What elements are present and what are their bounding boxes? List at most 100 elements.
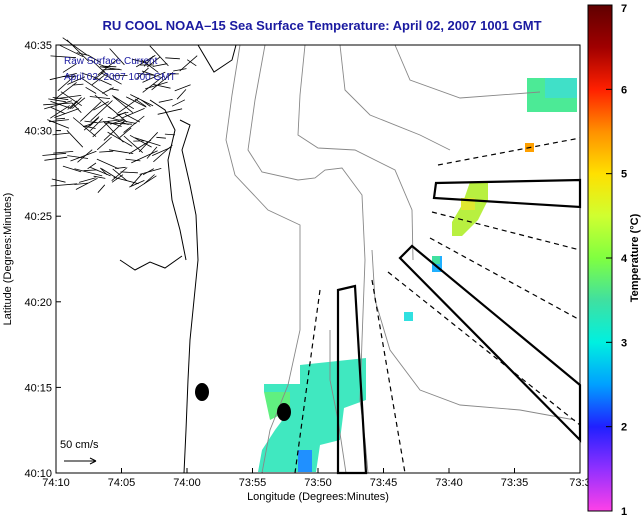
current-annotation-line2: April 02, 2007 1000 GMT bbox=[64, 72, 176, 83]
current-vector bbox=[156, 136, 166, 139]
current-vector bbox=[107, 131, 133, 147]
current-vector bbox=[71, 97, 86, 109]
current-vector bbox=[142, 71, 166, 83]
current-vector bbox=[152, 63, 168, 67]
current-vector bbox=[50, 105, 70, 119]
current-vector bbox=[62, 165, 82, 173]
x-axis-label: Longitude (Degrees:Minutes) bbox=[247, 491, 389, 503]
current-vector bbox=[124, 113, 140, 123]
station-marker-2 bbox=[277, 403, 291, 421]
current-vector bbox=[96, 158, 119, 170]
current-vector bbox=[129, 134, 152, 148]
current-vector bbox=[54, 108, 79, 118]
colorbar-tick-label: 4 bbox=[621, 253, 628, 265]
coastline bbox=[119, 44, 237, 474]
current-vector bbox=[92, 121, 110, 138]
current-vector bbox=[55, 117, 66, 120]
current-vector bbox=[50, 183, 78, 187]
current-vector bbox=[125, 158, 141, 162]
y-tick-label: 40:15 bbox=[24, 382, 52, 394]
current-vector bbox=[91, 59, 109, 76]
current-vector bbox=[128, 139, 152, 155]
current-vector bbox=[85, 86, 97, 94]
x-tick-label: 74:10 bbox=[42, 477, 70, 489]
current-vector bbox=[57, 75, 75, 92]
current-vector bbox=[129, 180, 145, 188]
x-tick-label: 73:40 bbox=[435, 477, 463, 489]
current-vector bbox=[120, 171, 138, 174]
current-vector bbox=[113, 96, 134, 114]
current-vector bbox=[111, 167, 128, 182]
surface-current-vectors bbox=[42, 37, 198, 193]
x-tick-label: 73:3 bbox=[569, 477, 590, 489]
current-vector bbox=[112, 168, 128, 182]
current-vector bbox=[49, 73, 77, 81]
colorbar-tick-label: 7 bbox=[621, 3, 627, 15]
scale-label: 50 cm/s bbox=[60, 439, 99, 451]
x-tick-label: 73:45 bbox=[370, 477, 398, 489]
current-vector bbox=[90, 100, 113, 122]
current-vector bbox=[52, 97, 69, 101]
current-vector bbox=[74, 182, 89, 185]
map-plot-area: Raw Surface Current April 02, 2007 1000 … bbox=[42, 37, 582, 475]
current-vector bbox=[97, 58, 118, 76]
current-vector bbox=[140, 99, 151, 107]
current-vector bbox=[78, 177, 96, 183]
colorbar-tick-label: 5 bbox=[621, 169, 627, 181]
current-vector bbox=[77, 149, 93, 163]
current-vector bbox=[93, 175, 106, 179]
current-vector bbox=[108, 149, 134, 154]
current-vector bbox=[99, 66, 122, 71]
colorbar-tick-label: 6 bbox=[621, 84, 627, 96]
current-vector bbox=[125, 96, 147, 108]
y-tick-label: 40:30 bbox=[24, 126, 52, 138]
x-tick-label: 74:05 bbox=[108, 477, 136, 489]
current-vector bbox=[75, 177, 98, 190]
current-vector bbox=[93, 101, 109, 111]
current-vector bbox=[47, 119, 70, 129]
current-annotation-line1: Raw Surface Current bbox=[64, 56, 158, 67]
current-vector bbox=[137, 73, 156, 76]
current-vector bbox=[179, 55, 198, 72]
current-vector bbox=[52, 132, 70, 136]
current-vector bbox=[134, 98, 147, 107]
current-vector bbox=[81, 72, 97, 79]
x-axis-ticks: 74:10 74:05 74:00 73:55 73:50 73:45 73:40 73:35… bbox=[42, 468, 591, 489]
current-vector bbox=[74, 168, 103, 177]
y-tick-label: 40:20 bbox=[24, 297, 52, 309]
current-vector bbox=[83, 116, 100, 131]
current-vector bbox=[130, 173, 143, 187]
current-vector bbox=[153, 144, 173, 163]
current-vector bbox=[134, 175, 157, 190]
current-vector bbox=[103, 120, 126, 141]
current-vector bbox=[42, 152, 67, 156]
map-title: RU COOL NOAA–15 Sea Surface Temperature:… bbox=[102, 18, 541, 33]
current-vector bbox=[158, 99, 173, 103]
current-vector bbox=[50, 106, 66, 114]
y-axis-label: Latitude (Degrees:Minutes) bbox=[2, 193, 14, 326]
current-vector bbox=[67, 76, 86, 85]
current-vector bbox=[109, 120, 120, 125]
current-vector bbox=[72, 83, 84, 86]
current-vector bbox=[101, 168, 117, 179]
y-tick-label: 40:35 bbox=[24, 40, 52, 52]
current-vector bbox=[109, 48, 125, 66]
current-vector bbox=[151, 72, 174, 91]
current-vector bbox=[174, 84, 191, 92]
current-vector bbox=[87, 54, 101, 63]
current-vector bbox=[79, 101, 102, 122]
current-vector bbox=[153, 84, 171, 89]
colorbar-tick-label: 2 bbox=[621, 422, 627, 434]
current-vector bbox=[102, 87, 114, 94]
current-vector bbox=[123, 135, 143, 153]
current-vector bbox=[164, 133, 176, 136]
current-vector bbox=[93, 70, 105, 80]
current-vector bbox=[97, 184, 106, 193]
current-vector bbox=[111, 174, 124, 183]
current-vector bbox=[76, 52, 88, 56]
current-vector bbox=[107, 116, 120, 121]
colorbar-label: Temperature (°C) bbox=[629, 213, 641, 302]
current-vector bbox=[67, 100, 78, 110]
current-vector bbox=[171, 99, 186, 107]
current-vector bbox=[165, 57, 180, 60]
